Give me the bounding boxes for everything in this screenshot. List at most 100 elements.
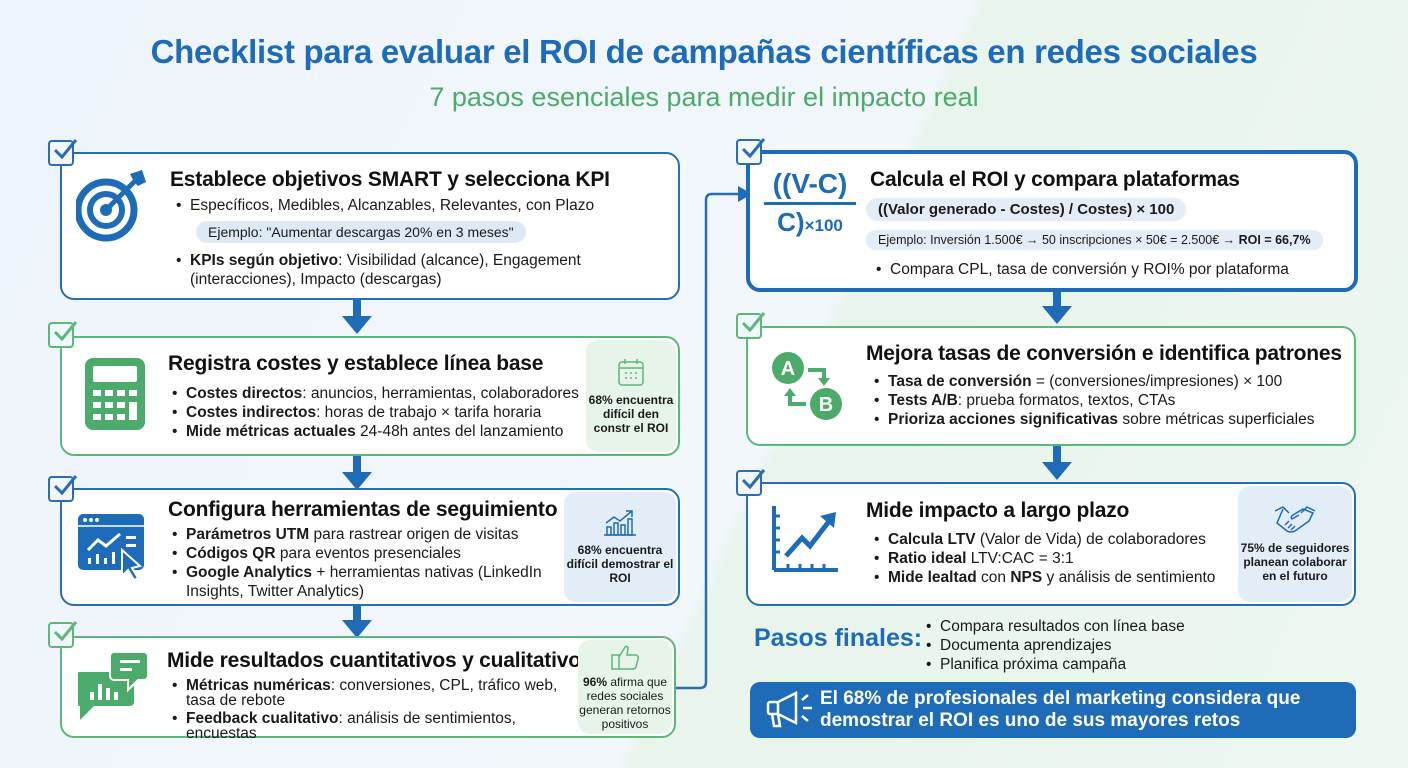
bullet-text: : prueba formatos, textos, CTAs	[957, 392, 1176, 409]
step-4-checkbox	[48, 621, 78, 648]
step-1-bullet-1: Específicos, Medibles, Alcanzables, Rele…	[176, 196, 656, 215]
megaphone-icon	[766, 690, 812, 728]
bullet-text: : anuncios, herramientas, colaboradores	[302, 385, 579, 402]
bullet-bold: Métricas numéricas	[186, 677, 331, 694]
step-4-bullet-1: Métricas numéricas: conversiones, CPL, t…	[172, 677, 572, 709]
step-4-bullet-2: Feedback cualitativo: análisis de sentim…	[172, 710, 572, 742]
target-icon	[76, 170, 146, 242]
step-1-title: Establece objetivos SMART y selecciona K…	[170, 168, 610, 191]
step-6-checkbox	[736, 312, 766, 339]
bullet-text: para rastrear origen de visitas	[309, 526, 519, 543]
final-steps-list: Compara resultados con línea base Docume…	[926, 617, 1185, 674]
step-3-bullet-1: Parámetros UTM para rastrear origen de v…	[172, 525, 552, 544]
step-1-bullet-2: KPIs según objetivo: Visibilidad (alcanc…	[176, 251, 646, 289]
step-6-title: Mejora tasas de conversión e identifica …	[866, 342, 1342, 365]
step-6-bullet-3: Prioriza acciones significativas sobre m…	[874, 410, 1344, 429]
arrow-down-icon	[342, 300, 372, 334]
bullet-text: : horas de trabajo × tarifa horaria	[316, 404, 542, 421]
step-5-example: Ejemplo: Inversión 1.500€ → 50 inscripci…	[866, 230, 1323, 250]
step-2-bullet-2: Costes indirectos: horas de trabajo × ta…	[172, 403, 592, 422]
step-5-bullets: Compara CPL, tasa de conversión y ROI% p…	[876, 260, 1336, 279]
step-3-stat: 68% encuentra difícil demostrar el ROI	[564, 492, 676, 602]
step-1-checkbox	[48, 139, 78, 166]
bullet-bold-2: NPS	[1010, 569, 1043, 586]
bullet-bold: Prioriza acciones significativas	[888, 411, 1119, 428]
fraction-bar	[764, 202, 856, 205]
checkmark-icon	[53, 321, 78, 342]
final-steps-label: Pasos finales:	[754, 624, 923, 652]
example-roi: ROI = 66,7%	[1238, 233, 1311, 247]
step-5-bullet-1: Compara CPL, tasa de conversión y ROI% p…	[876, 260, 1336, 279]
checkmark-icon	[53, 621, 78, 642]
bullet-text: con	[976, 569, 1011, 586]
stat-text: 68% encuentra difícil demostrar el ROI	[566, 543, 674, 585]
step-3-bullet-2: Códigos QR para eventos presenciales	[172, 544, 552, 563]
step-4-stat: 96% afirma que redes sociales generan re…	[578, 640, 672, 734]
step-7-bullet-3: Mide lealtad con NPS y análisis de senti…	[874, 568, 1234, 587]
formula-c: C)	[777, 207, 805, 237]
bullet-bold: Google Analytics	[186, 564, 313, 581]
formula-icon: ((V-C) C)×100	[760, 168, 860, 241]
bullet-bold: Mide métricas actuales	[186, 423, 356, 440]
step-7-bullets: Calcula LTV (Valor de Vida) de colaborad…	[874, 530, 1234, 587]
thumbs-up-icon	[611, 645, 639, 670]
bullet-bold: Feedback cualitativo	[186, 710, 339, 727]
checkmark-icon	[741, 469, 766, 490]
checkmark-icon	[53, 139, 78, 160]
ab-icon-a: A	[781, 358, 795, 380]
stat-banner: El 68% de profesionales del marketing co…	[750, 682, 1356, 738]
final-step-1: Compara resultados con línea base	[926, 617, 1185, 636]
bullet-text: LTV:CAC = 3:1	[966, 550, 1074, 567]
stat-rest: afirma que redes sociales generan retorn…	[579, 675, 671, 731]
handshake-icon	[1274, 506, 1316, 533]
ab-test-icon: A B	[772, 352, 842, 420]
stat-text: 96% afirma que redes sociales generan re…	[578, 675, 672, 731]
bullet-text: : análisis de sentimientos, encuestas	[186, 710, 516, 742]
calendar-icon	[618, 359, 644, 386]
page-subtitle: 7 pasos esenciales para medir el impacto…	[429, 82, 979, 112]
step-1-example: Ejemplo: "Aumentar descargas 20% en 3 me…	[196, 221, 526, 243]
bullet-text-2: y análisis de sentimiento	[1042, 569, 1216, 586]
stat-text: 75% de seguidores planean colaborar en e…	[1240, 541, 1350, 583]
analytics-dashboard-icon	[78, 514, 144, 582]
step-6-bullet-2: Tests A/B: prueba formatos, textos, CTAs	[874, 391, 1344, 410]
stat-text: 68% encuentra difícil den constr el ROI	[588, 393, 674, 435]
bullet-bold: KPIs según objetivo	[190, 252, 339, 269]
example-text: Ejemplo: Inversión 1.500€ → 50 inscripci…	[878, 233, 1239, 247]
final-step-2: Documenta aprendizajes	[926, 636, 1185, 655]
step-7-title: Mide impacto a largo plazo	[866, 499, 1130, 522]
page-title: Checklist para evaluar el ROI de campaña…	[150, 33, 1258, 70]
step-7-bullet-2: Ratio ideal LTV:CAC = 3:1	[874, 549, 1234, 568]
calculator-icon	[85, 358, 145, 430]
step-7-bullet-1: Calcula LTV (Valor de Vida) de colaborad…	[874, 530, 1234, 549]
bullet-text: 24-48h antes del lanzamiento	[355, 423, 564, 440]
step-2-title: Registra costes y establece línea base	[168, 352, 544, 375]
formula-denominator: C)×100	[760, 207, 860, 241]
final-step-3: Planifica próxima campaña	[926, 655, 1185, 674]
arrow-down-icon	[1042, 446, 1072, 480]
stat-bold: 96%	[582, 675, 607, 689]
bullet-text: : conversiones, CPL, tráfico web, tasa d…	[186, 677, 558, 709]
banner-text: El 68% de profesionales del marketing co…	[820, 688, 1301, 731]
formula-mult: ×100	[804, 216, 843, 235]
step-2-bullet-1: Costes directos: anuncios, herramientas,…	[172, 384, 592, 403]
bullet-bold: Códigos QR	[186, 545, 276, 562]
ab-icon-b: B	[819, 394, 833, 416]
checkmark-icon	[53, 475, 78, 496]
step-6-bullets: Tasa de conversión = (conversiones/impre…	[874, 372, 1344, 429]
step-5-title: Calcula el ROI y compara plataformas	[870, 168, 1240, 191]
step-3-title: Configura herramientas de seguimiento	[168, 498, 558, 521]
bullet-bold: Tasa de conversión	[888, 373, 1032, 390]
bullet-bold: Parámetros UTM	[186, 526, 310, 543]
chat-chart-icon	[78, 651, 148, 720]
step-3-bullet-3: Google Analytics + herramientas nativas …	[172, 563, 552, 601]
step-7-stat: 75% de seguidores planean colaborar en e…	[1238, 486, 1352, 602]
step-2-checkbox	[48, 321, 78, 348]
bullet-bold: Calcula LTV	[888, 531, 976, 548]
step-2-bullets: Costes directos: anuncios, herramientas,…	[172, 384, 592, 441]
bullet-text: : Visibilidad (alcance), Engagement (int…	[190, 252, 581, 288]
formula-numerator: ((V-C)	[772, 168, 848, 199]
checkmark-icon	[741, 312, 766, 333]
bullet-bold: Ratio ideal	[888, 550, 967, 567]
step-6-bullet-1: Tasa de conversión = (conversiones/impre…	[874, 372, 1344, 391]
